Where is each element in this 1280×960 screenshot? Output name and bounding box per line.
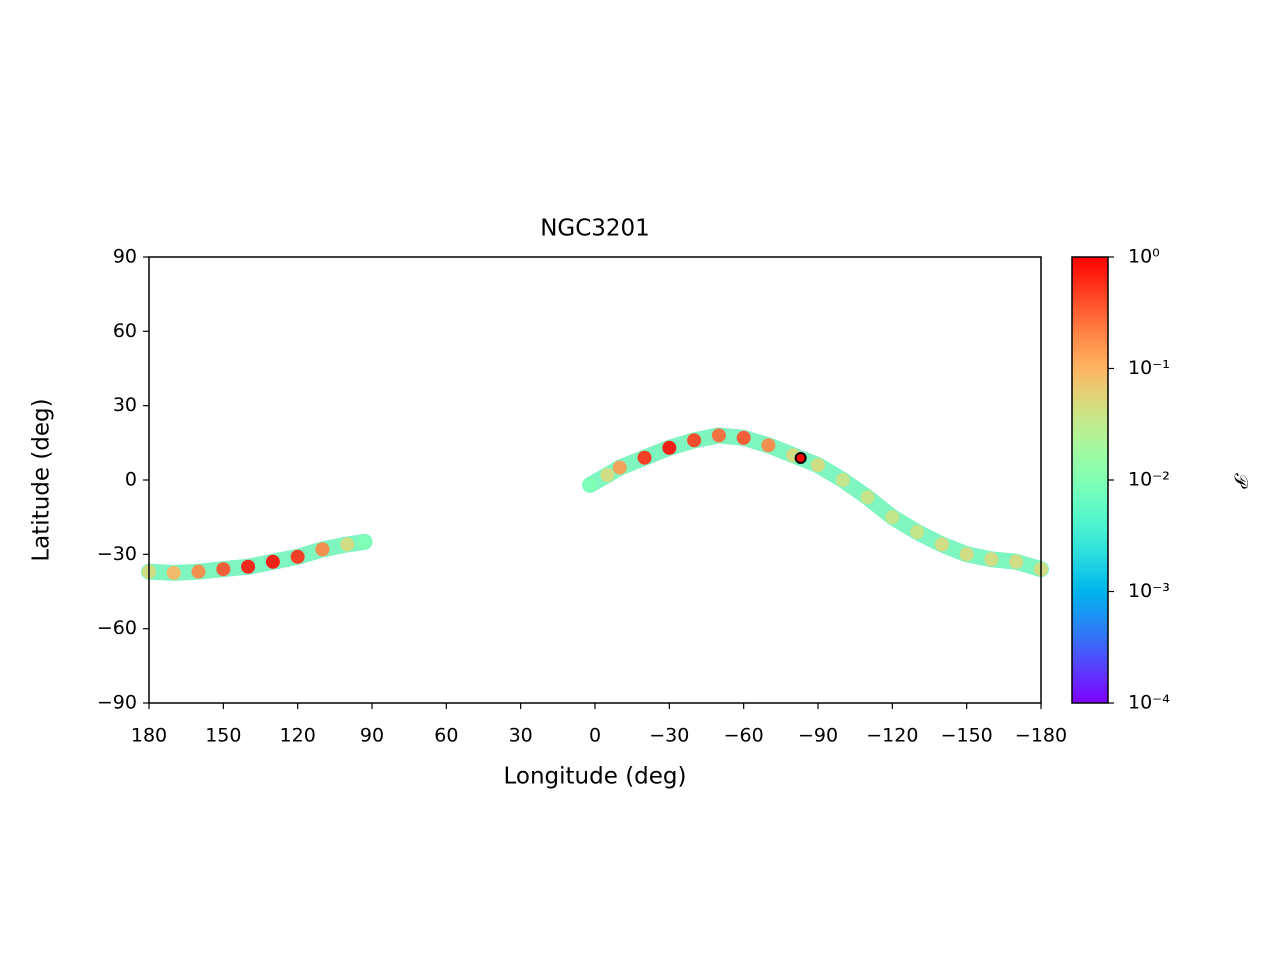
density-point (583, 477, 598, 492)
colorbar-tick-label: 10⁻¹ (1128, 357, 1170, 379)
cluster-marker (794, 451, 807, 464)
density-point (315, 542, 330, 557)
x-tick-label: −180 (1015, 725, 1067, 747)
density-point (736, 430, 751, 445)
x-tick-label: 60 (434, 725, 458, 747)
x-tick-label: −120 (866, 725, 918, 747)
colorbar-tick-label: 10⁰ (1128, 246, 1160, 268)
colorbar (1071, 256, 1109, 704)
density-point (265, 554, 280, 569)
density-point (835, 473, 850, 487)
density-point (711, 428, 726, 443)
density-point (357, 534, 372, 549)
colorbar-label: 𝒫 (1230, 473, 1252, 489)
density-point (600, 468, 615, 483)
y-tick-label: −90 (97, 692, 137, 714)
x-tick-label: 0 (589, 725, 601, 747)
x-tick-label: 150 (205, 725, 241, 747)
x-tick-label: −60 (724, 725, 764, 747)
density-point (216, 562, 231, 577)
density-point (191, 564, 206, 579)
x-tick-label: 90 (360, 725, 384, 747)
y-axis-label: Latitude (deg) (29, 398, 55, 561)
density-point (637, 450, 652, 465)
y-tick-label: 90 (113, 246, 137, 268)
density-point (1009, 554, 1024, 569)
density-point (612, 460, 627, 475)
y-tick-label: 0 (125, 469, 137, 491)
x-tick-label: 180 (131, 725, 167, 747)
stream-halo (141, 533, 373, 581)
density-point (290, 549, 305, 564)
colorbar-tick-label: 10⁻⁴ (1128, 692, 1170, 714)
density-point (166, 565, 181, 580)
density-point (959, 547, 974, 562)
x-tick-label: 30 (509, 725, 533, 747)
y-tick-label: 60 (113, 320, 137, 342)
colorbar-tick-label: 10⁻³ (1128, 580, 1170, 602)
x-tick-label: 120 (280, 725, 316, 747)
x-tick-label: −150 (941, 725, 993, 747)
chart-title: NGC3201 (540, 216, 650, 242)
y-tick-label: −30 (97, 543, 137, 565)
x-axis-label: Longitude (deg) (503, 764, 686, 790)
y-tick-label: −60 (97, 617, 137, 639)
density-point (934, 537, 949, 552)
density-point (241, 559, 256, 574)
density-point (984, 552, 999, 567)
density-point (687, 433, 702, 448)
density-point (662, 440, 677, 455)
density-point (811, 458, 825, 473)
stream-halo (582, 427, 1049, 578)
x-tick-label: −30 (649, 725, 689, 747)
y-tick-label: 30 (113, 394, 137, 416)
density-point (860, 490, 875, 505)
density-point (761, 438, 776, 453)
density-point (910, 525, 925, 540)
density-point (340, 537, 355, 552)
x-tick-label: −90 (798, 725, 838, 747)
density-point (885, 510, 900, 525)
colorbar-tick-label: 10⁻² (1128, 469, 1170, 491)
